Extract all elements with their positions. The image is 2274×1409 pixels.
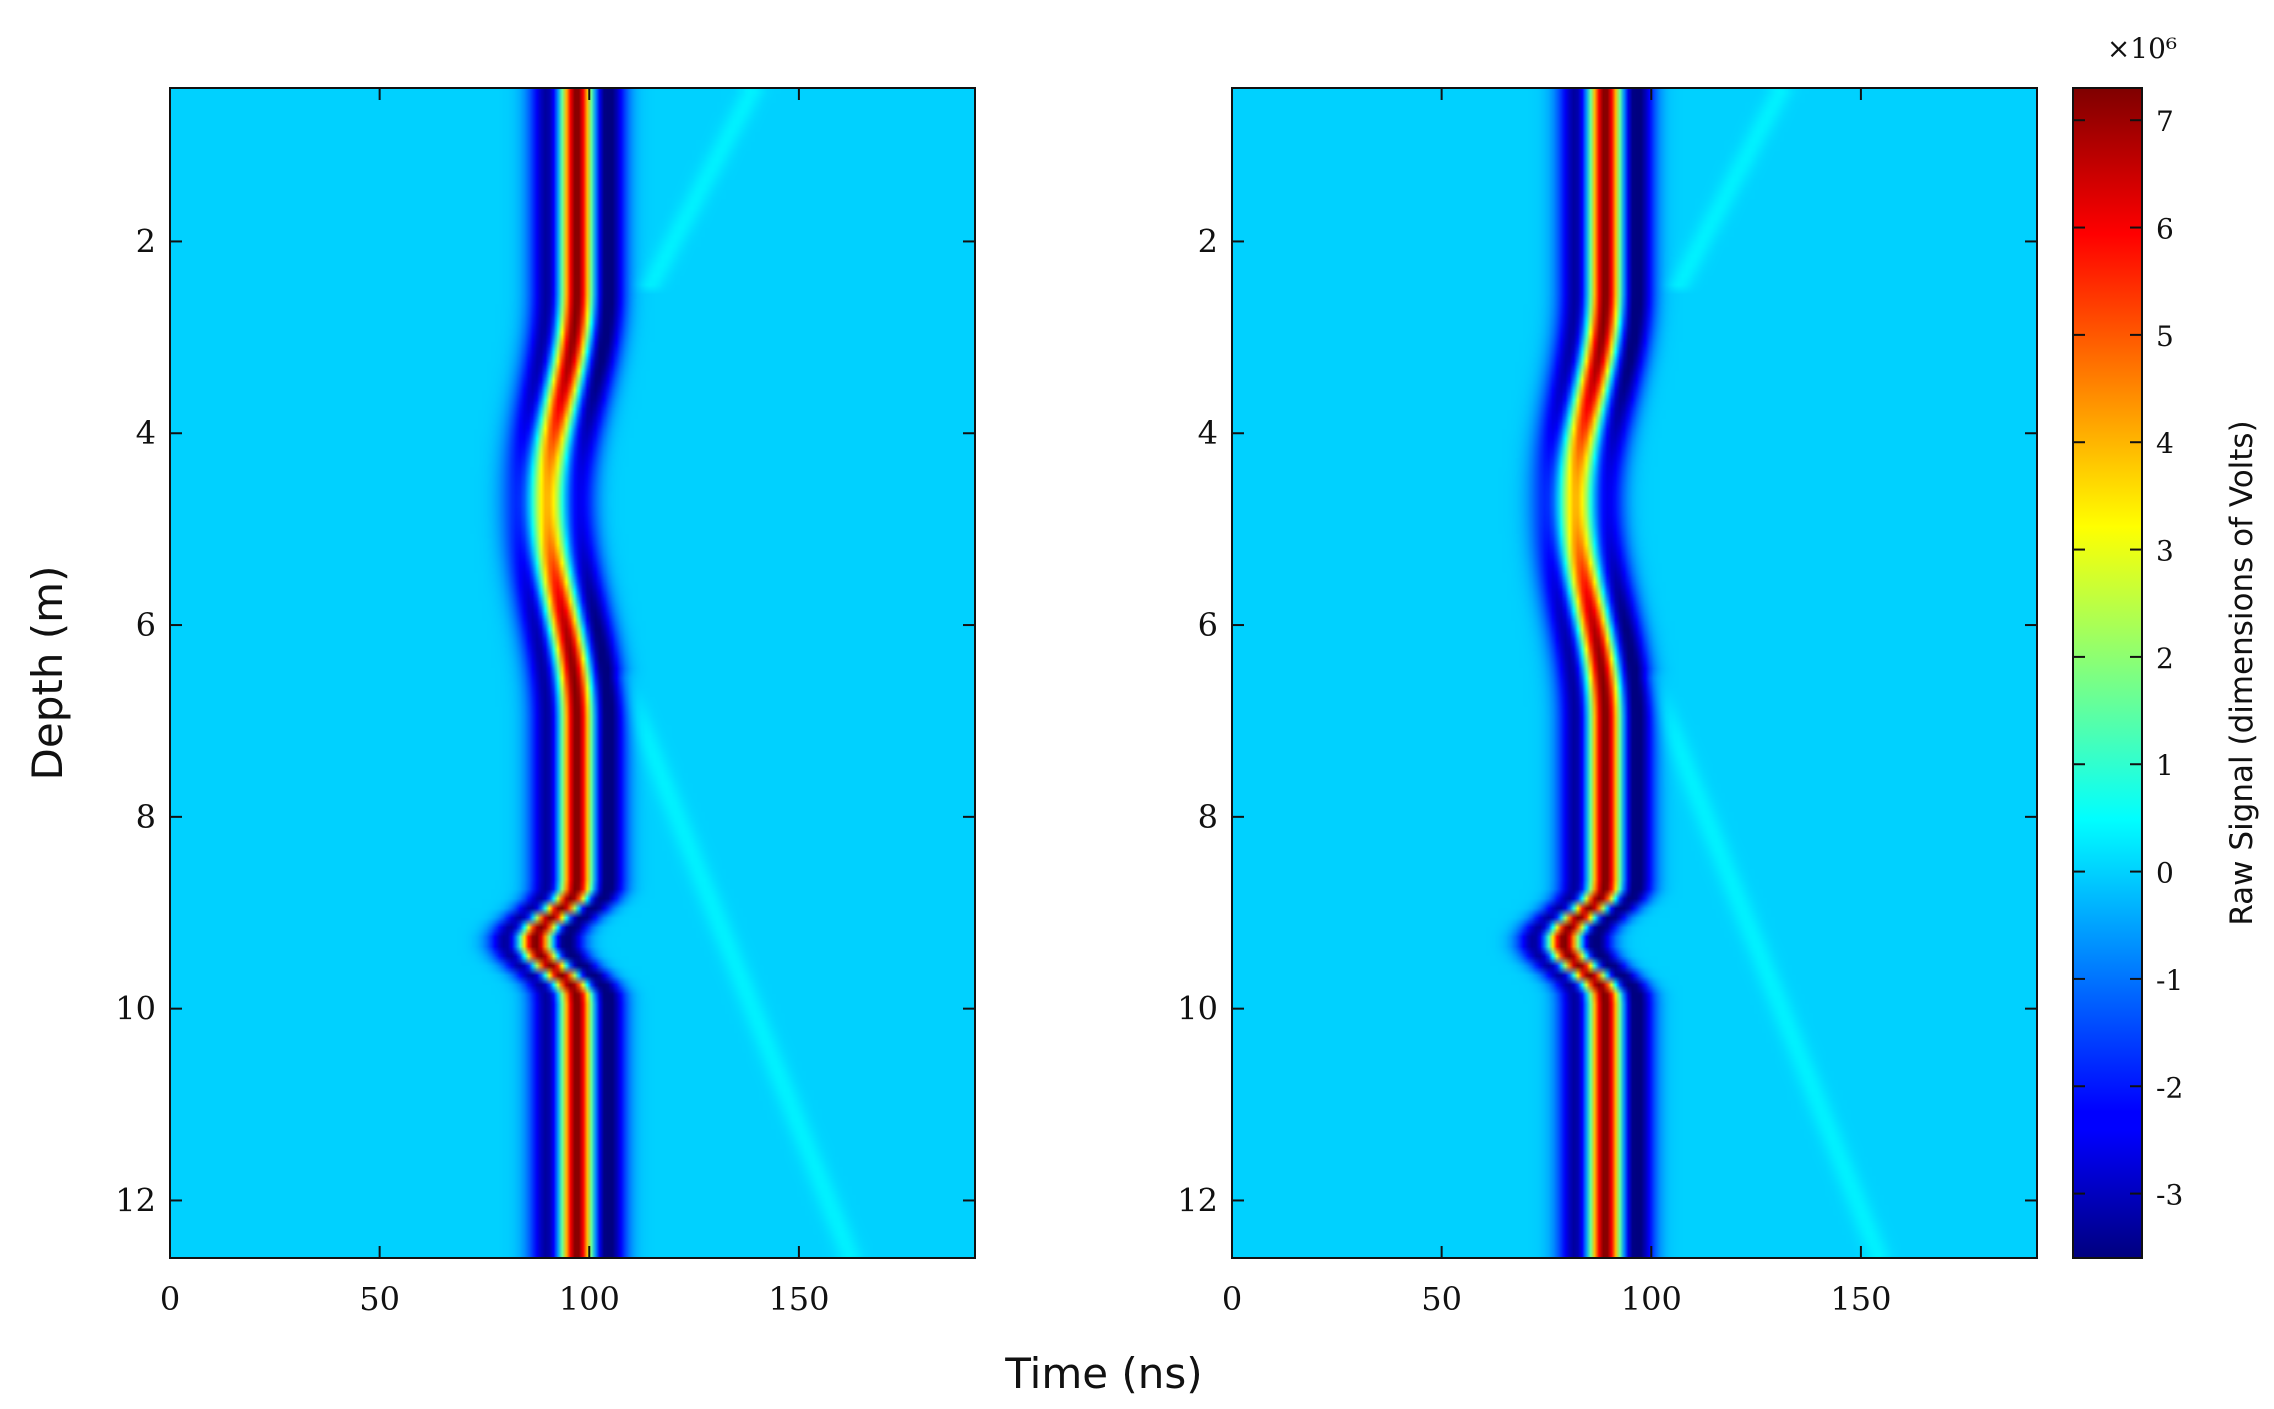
axes-frame-right xyxy=(1231,87,2038,1259)
heatmap-image-left xyxy=(170,88,975,1258)
x-tick-label: 50 xyxy=(1421,1280,1462,1318)
x-tick-label: 0 xyxy=(1222,1280,1242,1318)
y-tick-label: 2 xyxy=(136,222,156,260)
colorbar-title: Raw Signal (dimensions of Volts) xyxy=(2224,420,2260,925)
colorbar-fill xyxy=(2073,88,2142,1258)
colorbar-tick-label: 2 xyxy=(2156,642,2174,675)
y-tick-label: 12 xyxy=(1177,1181,1218,1219)
x-axis-title: Time (ns) xyxy=(1004,1349,1202,1398)
colorbar-multiplier: ×10⁶ xyxy=(2107,32,2177,65)
colorbar-tick-label: -3 xyxy=(2156,1179,2183,1212)
heatmap-panel-left: 0 50 100 150 2 4 6 8 10 12 xyxy=(115,87,976,1318)
y-tick-label: 8 xyxy=(136,798,156,836)
colorbar-tick-label: 5 xyxy=(2156,320,2174,353)
x-tick-label: 150 xyxy=(1830,1280,1891,1318)
y-tick-label: 4 xyxy=(136,414,156,452)
y-tick-label: 10 xyxy=(1177,990,1218,1028)
y-axis-title: Depth (m) xyxy=(23,566,72,781)
colorbar-tick-label: 7 xyxy=(2156,105,2174,138)
ticks-right: 0 50 100 150 2 4 6 8 10 12 xyxy=(1177,88,2037,1318)
x-tick-label: 100 xyxy=(559,1280,620,1318)
colorbar-tick-label: 1 xyxy=(2156,749,2174,782)
colorbar-frame xyxy=(2072,87,2143,1259)
x-tick-label: 100 xyxy=(1621,1280,1682,1318)
colorbar-ticks: -3 -2 -1 0 1 2 3 4 5 6 7 xyxy=(2073,105,2183,1212)
heatmap-image-right xyxy=(1232,88,2037,1258)
heatmap-panel-right: 0 50 100 150 2 4 6 8 10 12 xyxy=(1177,87,2038,1318)
x-tick-label: 0 xyxy=(160,1280,180,1318)
y-tick-label: 8 xyxy=(1198,798,1218,836)
colorbar-tick-label: -1 xyxy=(2156,964,2183,997)
y-tick-label: 4 xyxy=(1198,414,1218,452)
y-tick-label: 12 xyxy=(115,1181,156,1219)
axes-frame-left xyxy=(169,87,976,1259)
colorbar-tick-label: -2 xyxy=(2156,1071,2183,1104)
colorbar-tick-label: 0 xyxy=(2156,857,2174,890)
colorbar-tick-label: 3 xyxy=(2156,535,2174,568)
y-tick-label: 10 xyxy=(115,990,156,1028)
colorbar-tick-label: 6 xyxy=(2156,213,2174,246)
ticks-left: 0 50 100 150 2 4 6 8 10 12 xyxy=(115,88,975,1318)
y-tick-label: 2 xyxy=(1198,222,1218,260)
x-tick-label: 150 xyxy=(768,1280,829,1318)
x-tick-label: 50 xyxy=(359,1280,400,1318)
colorbar-tick-label: 4 xyxy=(2156,427,2174,460)
colorbar: -3 -2 -1 0 1 2 3 4 5 6 7 ×10⁶ Raw Signal (dimensio… xyxy=(2072,32,2260,1259)
y-tick-label: 6 xyxy=(136,606,156,644)
y-tick-label: 6 xyxy=(1198,606,1218,644)
